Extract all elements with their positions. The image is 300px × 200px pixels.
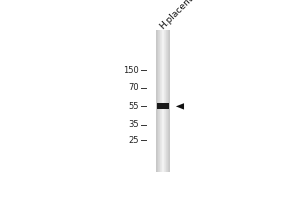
Bar xyxy=(168,30,169,172)
Bar xyxy=(164,30,166,172)
Bar xyxy=(166,30,167,172)
Bar xyxy=(160,30,161,172)
Text: H.placenta: H.placenta xyxy=(158,0,199,31)
Bar xyxy=(162,30,164,172)
Bar xyxy=(163,30,164,172)
Text: 35: 35 xyxy=(128,120,139,129)
Bar xyxy=(158,103,169,109)
Bar xyxy=(156,30,158,172)
Bar xyxy=(162,30,163,172)
Text: 70: 70 xyxy=(128,83,139,92)
Bar xyxy=(165,30,166,172)
Bar xyxy=(159,30,160,172)
Bar xyxy=(161,30,162,172)
Bar xyxy=(164,30,165,172)
Bar xyxy=(157,30,158,172)
Bar xyxy=(158,30,159,172)
Bar xyxy=(169,30,170,172)
Bar xyxy=(167,30,168,172)
Bar xyxy=(160,30,161,172)
Bar xyxy=(169,30,170,172)
Text: 55: 55 xyxy=(128,102,139,111)
Text: 25: 25 xyxy=(128,136,139,145)
Text: 150: 150 xyxy=(123,66,139,75)
Polygon shape xyxy=(176,103,184,110)
Bar xyxy=(158,30,160,172)
